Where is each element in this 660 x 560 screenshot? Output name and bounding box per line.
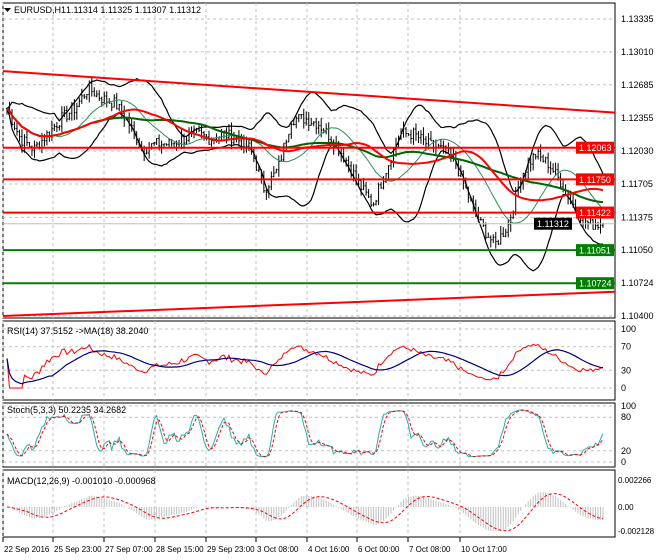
resistance-trendline[interactable] — [2, 70, 616, 114]
x-tick-label: 7 Oct 08:00 — [409, 545, 451, 554]
panel-frame-0 — [2, 2, 616, 319]
level-tag-label: 1.11051 — [579, 246, 611, 256]
macd-tick-label: 0.00 — [618, 503, 634, 512]
indicator-panels — [6, 343, 604, 532]
stoch-tick-label: 20 — [621, 446, 631, 456]
price-panel — [2, 70, 616, 317]
x-tick-label: 29 Sep 23:00 — [207, 545, 255, 554]
stoch-tick-label: 0 — [621, 457, 626, 467]
stoch-main-line — [6, 409, 604, 458]
bollinger-lower — [6, 108, 604, 272]
x-tick-label: 25 Sep 23:00 — [54, 545, 102, 554]
rsi-line — [6, 343, 604, 389]
level-tag-label: 1.12063 — [579, 143, 612, 153]
rsi-ma-line — [6, 349, 604, 385]
grid: 22 Sep 2016 25 Sep 23:00 27 Sep 07:00 28 Se… — [2, 2, 655, 554]
x-tick-label: 28 Sep 15:00 — [156, 545, 204, 554]
price-tick-label: 1.13335 — [621, 14, 654, 24]
symbol-label: EURUSD,H1 — [14, 5, 66, 15]
current-price-tag — [534, 217, 572, 230]
macd-tick-label: 0.002266 — [618, 476, 652, 485]
price-tick-label: 1.13010 — [621, 47, 654, 57]
price-tick-label: 1.11375 — [621, 212, 653, 222]
stoch-tick-label: 100 — [621, 401, 636, 411]
stoch-signal-line — [6, 409, 604, 458]
price-tick-label: 1.10724 — [621, 278, 654, 288]
current-price-label: 1.11312 — [537, 219, 569, 229]
macd-tick-label: -0.002128 — [618, 527, 655, 536]
resistance-level-tag — [576, 173, 614, 186]
rsi-tick-label: 0 — [621, 383, 626, 393]
x-tick-label: 22 Sep 2016 — [4, 545, 50, 554]
x-tick-label: 6 Oct 00:00 — [358, 545, 400, 554]
ma-medium — [6, 107, 604, 202]
support-level-tag — [576, 244, 614, 257]
dropdown-triangle-icon[interactable] — [4, 8, 11, 12]
x-tick-label: 10 Oct 17:00 — [461, 545, 507, 554]
stoch-legend: Stoch(5,3,3) 50.2235 34.2682 — [7, 405, 126, 415]
panel-frame-3 — [2, 469, 616, 538]
level-tag-label: 1.10724 — [579, 279, 612, 289]
macd-legend: MACD(12,26,9) -0.001010 -0.000968 — [7, 476, 156, 486]
resistance-level-tag — [576, 141, 614, 154]
rsi-tick-label: 70 — [621, 342, 631, 352]
support-level-tag — [576, 277, 614, 290]
panel-frame-1 — [2, 320, 616, 401]
x-tick-label: 27 Sep 07:00 — [105, 545, 153, 554]
bollinger-upper — [6, 78, 604, 193]
price-tick-label: 1.12685 — [621, 80, 654, 90]
level-tag-label: 1.11422 — [579, 208, 611, 218]
level-tag-label: 1.11750 — [579, 175, 611, 185]
bollinger-middle — [6, 99, 604, 224]
rsi-tick-label: 30 — [621, 365, 631, 375]
price-tick-label: 1.10400 — [621, 311, 654, 321]
stoch-tick-label: 80 — [621, 412, 631, 422]
macd-signal-line — [6, 493, 604, 532]
x-tick-label: 3 Oct 08:00 — [257, 545, 299, 554]
price-tick-label: 1.11050 — [621, 245, 653, 255]
price-tick-label: 1.11705 — [621, 179, 653, 189]
price-tags: 1.12063 1.11750 1.11422 1.11051 1.10724 1.113… — [534, 141, 614, 290]
price-tick-label: 1.12355 — [621, 113, 654, 123]
x-tick-label: 4 Oct 16:00 — [308, 545, 350, 554]
rsi-legend: RSI(14) 37.5152 ->MA(18) 38.2040 — [7, 326, 148, 336]
rsi-tick-label: 100 — [621, 324, 636, 334]
price-tick-label: 1.12030 — [621, 146, 654, 156]
resistance-level-tag — [576, 206, 614, 219]
support-trendline[interactable] — [2, 290, 616, 317]
ohlc-readout: 1.11314 1.11325 1.11307 1.11312 — [66, 5, 201, 15]
